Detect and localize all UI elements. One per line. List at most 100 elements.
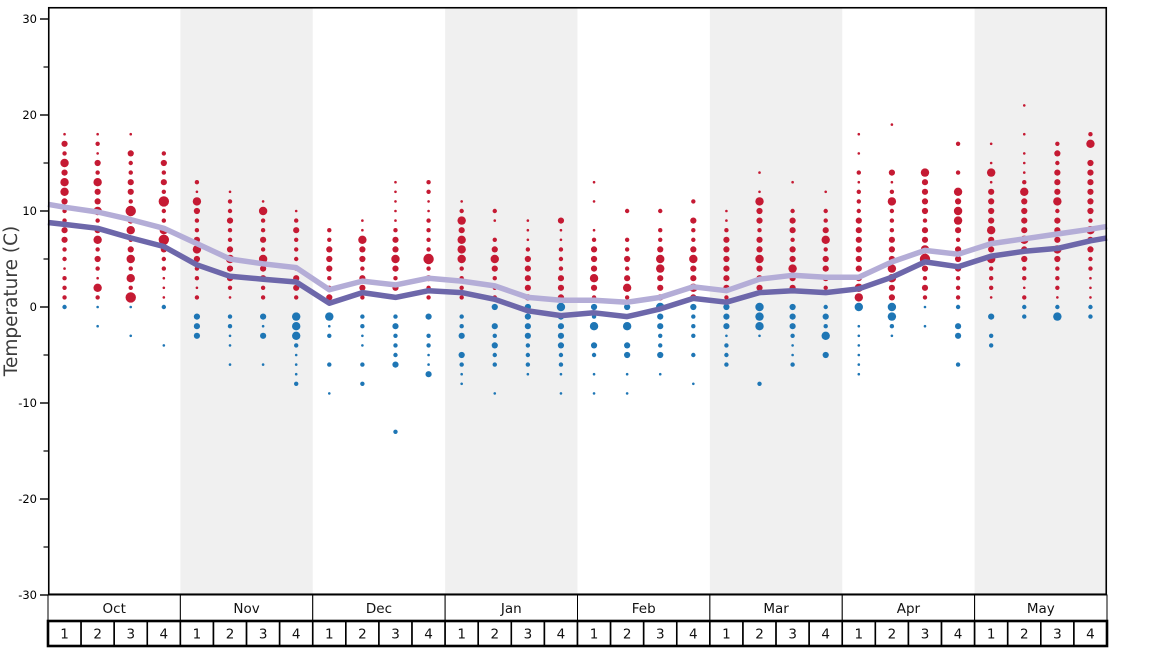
warm-temp-dot xyxy=(125,292,136,303)
warm-temp-dot xyxy=(758,171,761,174)
dot-column-may-w3 xyxy=(1053,141,1062,321)
cold-temp-dot xyxy=(857,344,861,347)
warm-temp-dot xyxy=(1087,188,1094,195)
warm-temp-dot xyxy=(126,226,135,235)
warm-temp-dot xyxy=(691,237,696,242)
warm-temp-dot xyxy=(358,235,367,244)
warm-temp-dot xyxy=(195,190,199,194)
warm-temp-dot xyxy=(855,246,862,253)
warm-temp-dot xyxy=(294,295,299,300)
warm-temp-dot xyxy=(326,246,333,253)
warm-temp-dot xyxy=(294,218,299,223)
warm-temp-dot xyxy=(1088,266,1093,271)
warm-temp-dot xyxy=(889,228,895,233)
warm-temp-dot xyxy=(61,198,68,205)
warm-temp-dot xyxy=(557,284,565,291)
week-number-label: 4 xyxy=(821,627,830,643)
cold-temp-dot xyxy=(589,322,599,331)
warm-temp-dot xyxy=(1022,295,1027,300)
month-label-dec: Dec xyxy=(366,601,392,617)
warm-temp-dot xyxy=(986,226,996,235)
warm-temp-dot xyxy=(888,169,895,176)
warm-temp-dot xyxy=(922,218,928,223)
week-number-label: 3 xyxy=(921,627,930,643)
y-axis-ticks: 30 20 10 0 -10 -20 -30 xyxy=(18,12,48,602)
warm-temp-dot xyxy=(1054,150,1061,157)
dot-column-jan-w4 xyxy=(556,217,566,395)
warm-temp-dot xyxy=(954,255,962,263)
cold-temp-dot xyxy=(821,331,830,340)
dot-column-oct-w3 xyxy=(125,132,136,338)
cold-temp-dot xyxy=(361,344,364,347)
warm-temp-dot xyxy=(790,237,795,242)
cold-temp-dot xyxy=(724,343,729,348)
cold-temp-dot xyxy=(1088,304,1093,310)
cold-temp-dot xyxy=(360,324,365,329)
warm-temp-dot xyxy=(161,170,167,175)
warm-temp-dot xyxy=(989,296,993,299)
warm-temp-dot xyxy=(524,284,531,291)
warm-temp-dot xyxy=(426,189,431,194)
warm-temp-dot xyxy=(93,283,102,292)
week-number-label: 3 xyxy=(391,627,400,643)
warm-temp-dot xyxy=(855,255,862,263)
cold-temp-dot xyxy=(755,302,764,312)
warm-temp-dot xyxy=(226,246,234,253)
cold-temp-dot xyxy=(425,371,432,378)
trend-lines xyxy=(47,201,1108,320)
warm-temp-dot xyxy=(1022,276,1027,281)
cold-temp-dot xyxy=(294,353,298,357)
cold-temp-dot xyxy=(625,372,629,376)
warm-temp-dot xyxy=(294,237,299,242)
cold-temp-dot xyxy=(691,314,696,319)
cold-temp-dot xyxy=(1088,314,1093,319)
warm-temp-dot xyxy=(592,228,596,232)
y-tick-label: 10 xyxy=(22,204,37,218)
warm-temp-dot xyxy=(1021,255,1028,263)
warm-temp-dot xyxy=(326,265,333,272)
warm-temp-dot xyxy=(790,208,795,214)
warm-temp-dot xyxy=(394,200,397,203)
warm-temp-dot xyxy=(526,228,530,232)
warm-temp-dot xyxy=(1054,217,1061,224)
warm-temp-dot xyxy=(327,237,332,242)
cold-temp-dot xyxy=(459,314,464,319)
cold-temp-dot xyxy=(292,331,301,340)
warm-temp-dot xyxy=(360,295,365,300)
warm-temp-dot xyxy=(624,295,630,300)
warm-temp-dot xyxy=(922,276,928,281)
cold-temp-dot xyxy=(62,304,67,310)
warm-temp-dot xyxy=(921,236,929,243)
cold-temp-dot xyxy=(692,382,695,386)
warm-temp-dot xyxy=(690,275,697,282)
warm-temp-dot xyxy=(193,255,201,263)
week-number-label: 3 xyxy=(1053,627,1062,643)
week-number-label: 2 xyxy=(226,627,235,643)
warm-temp-dot xyxy=(227,285,233,290)
warm-temp-dot xyxy=(656,254,665,264)
week-number-label: 2 xyxy=(755,627,764,643)
warm-temp-dot xyxy=(93,235,102,244)
warm-temp-dot xyxy=(689,254,698,264)
cold-temp-dot xyxy=(691,352,696,358)
warm-temp-dot xyxy=(294,256,299,262)
warm-temp-dot xyxy=(789,246,796,253)
month-label-may: May xyxy=(1027,601,1055,617)
warm-temp-dot xyxy=(888,294,895,301)
week-number-label: 3 xyxy=(788,627,797,643)
warm-temp-dot xyxy=(161,189,167,194)
warm-temp-dot xyxy=(590,265,598,272)
warm-temp-dot xyxy=(757,228,762,233)
warm-temp-dot xyxy=(855,227,862,234)
cold-temp-dot xyxy=(493,392,497,395)
cold-temp-dot xyxy=(857,353,861,357)
warm-temp-dot xyxy=(822,255,829,263)
warm-temp-dot xyxy=(426,180,431,185)
cold-temp-dot xyxy=(327,324,331,328)
warm-temp-dot xyxy=(955,237,961,242)
cold-temp-dot xyxy=(890,334,894,338)
cold-temp-dot xyxy=(360,381,365,386)
warm-temp-dot xyxy=(857,180,861,184)
warm-temp-dot xyxy=(988,198,995,205)
warm-temp-dot xyxy=(127,246,134,253)
